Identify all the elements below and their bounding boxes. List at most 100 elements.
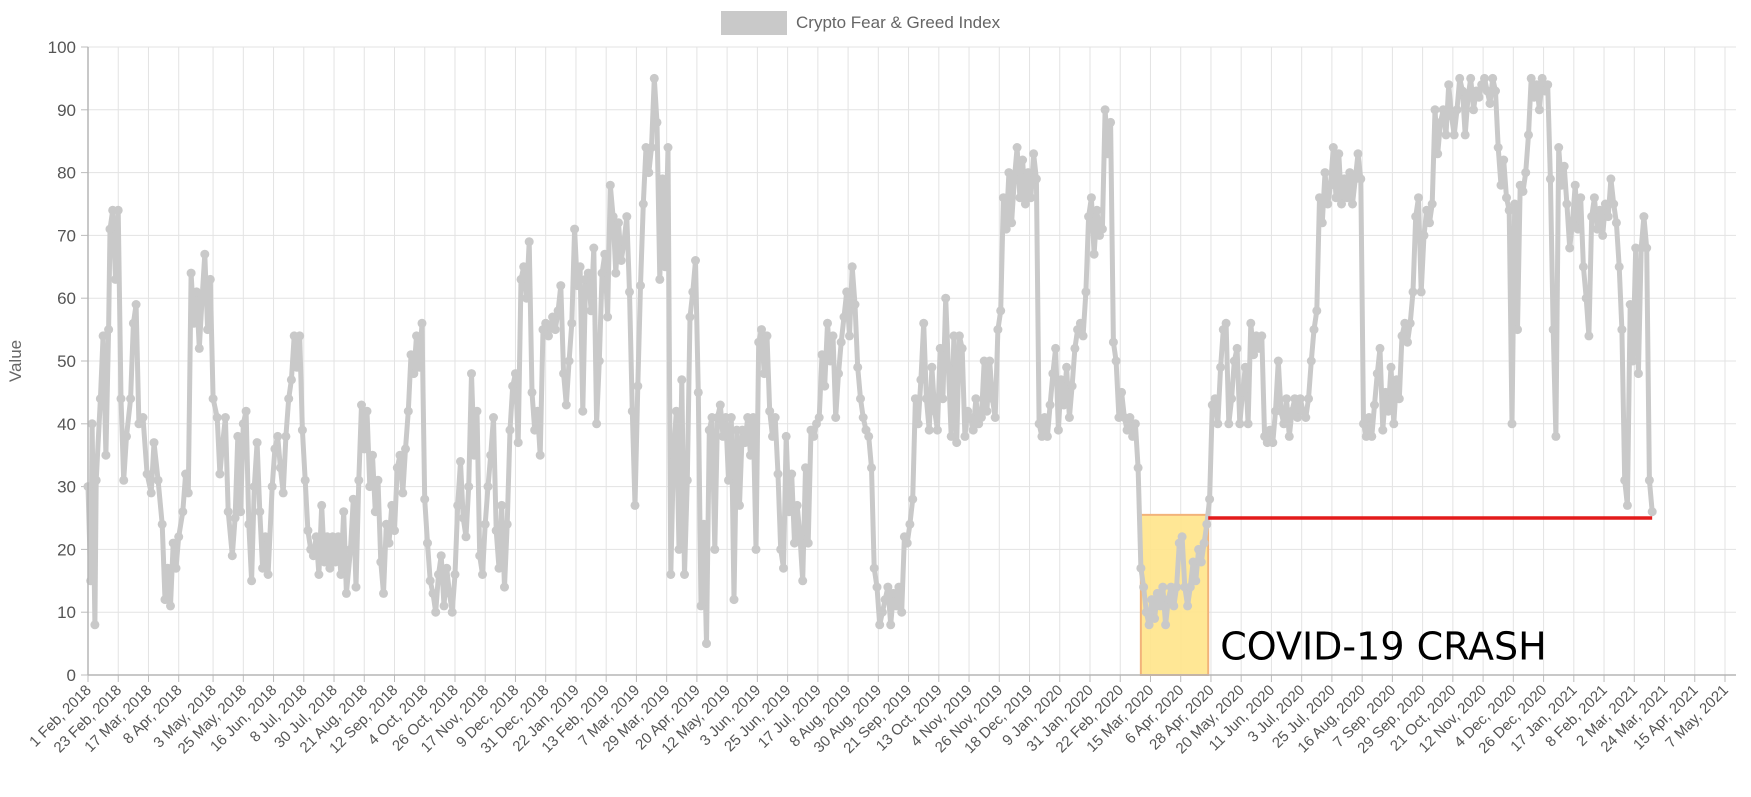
- data-point: [1642, 243, 1652, 253]
- data-point: [935, 343, 945, 353]
- data-point: [1158, 582, 1168, 592]
- data-point: [1444, 80, 1454, 90]
- data-point: [779, 563, 788, 573]
- data-point: [218, 438, 228, 448]
- data-point: [1397, 331, 1407, 341]
- data-point: [715, 400, 725, 410]
- data-point: [787, 469, 797, 479]
- y-tick-label: 70: [57, 226, 76, 245]
- data-point: [1169, 601, 1179, 611]
- data-point: [467, 369, 476, 379]
- y-tick-label: 50: [57, 352, 76, 371]
- data-point: [126, 394, 136, 404]
- data-point: [594, 356, 604, 366]
- data-point: [971, 394, 981, 404]
- data-point: [798, 576, 808, 586]
- data-point: [1348, 199, 1357, 209]
- data-point: [1309, 325, 1319, 335]
- data-point: [1199, 538, 1209, 548]
- data-point: [985, 356, 995, 366]
- data-point: [376, 557, 386, 567]
- data-point: [856, 394, 865, 404]
- data-point: [1556, 180, 1566, 190]
- data-point: [434, 570, 443, 579]
- data-point: [1466, 73, 1476, 83]
- data-point: [828, 331, 838, 341]
- data-point: [1216, 362, 1226, 372]
- data-point: [583, 268, 593, 278]
- data-point: [1042, 431, 1052, 441]
- data-point: [1480, 73, 1489, 83]
- data-point: [1117, 387, 1127, 397]
- data-point: [325, 563, 335, 573]
- data-point: [390, 526, 399, 536]
- legend-swatch: [721, 11, 787, 35]
- data-point: [530, 425, 540, 435]
- data-point: [1128, 431, 1138, 441]
- data-point: [513, 438, 523, 448]
- data-point: [456, 457, 465, 466]
- data-point: [704, 425, 714, 435]
- data-point: [1518, 186, 1528, 196]
- data-point: [976, 413, 986, 422]
- data-point: [647, 143, 656, 152]
- data-point: [1389, 419, 1399, 429]
- data-point: [864, 431, 874, 441]
- data-point: [809, 431, 819, 441]
- data-point: [1416, 287, 1426, 297]
- data-point: [1460, 130, 1470, 140]
- data-point: [589, 243, 599, 253]
- data-point: [699, 519, 709, 529]
- data-point: [1001, 224, 1011, 234]
- data-point: [480, 519, 490, 529]
- data-point: [1386, 362, 1396, 372]
- data-point: [1436, 117, 1445, 127]
- data-point: [611, 268, 621, 278]
- data-point: [414, 362, 424, 372]
- data-point: [702, 639, 711, 649]
- data-point: [527, 387, 537, 397]
- data-point: [1617, 325, 1627, 335]
- data-point: [431, 607, 441, 617]
- data-point: [1040, 413, 1050, 422]
- data-point: [1130, 419, 1140, 429]
- data-point: [406, 350, 416, 360]
- data-point: [194, 343, 204, 353]
- data-point: [227, 551, 237, 561]
- y-tick-label: 10: [57, 603, 76, 622]
- data-point: [87, 419, 97, 429]
- data-point: [297, 425, 307, 435]
- data-point: [1548, 325, 1558, 335]
- data-point: [387, 500, 397, 510]
- data-point: [308, 551, 318, 561]
- data-point: [872, 582, 882, 592]
- data-point: [965, 413, 975, 422]
- data-point: [1273, 356, 1283, 366]
- data-point: [260, 532, 270, 542]
- data-point: [688, 287, 698, 297]
- legend-label: Crypto Fear & Greed Index: [796, 13, 1001, 32]
- data-point: [1565, 243, 1575, 253]
- data-point: [790, 538, 799, 548]
- data-point: [674, 544, 684, 554]
- data-point: [655, 274, 665, 284]
- data-point: [1012, 143, 1022, 152]
- data-point: [746, 450, 755, 460]
- legend[interactable]: Crypto Fear & Greed Index: [721, 11, 1001, 35]
- data-point: [475, 551, 485, 561]
- data-point: [924, 425, 934, 435]
- data-point: [423, 538, 432, 548]
- data-point: [1342, 193, 1352, 203]
- data-point: [186, 268, 196, 278]
- data-point: [472, 406, 482, 416]
- data-point: [395, 450, 405, 460]
- data-point: [751, 544, 761, 554]
- data-point: [91, 475, 101, 485]
- data-point: [877, 607, 887, 617]
- data-point: [839, 312, 849, 322]
- data-point: [1367, 431, 1377, 441]
- data-point: [1573, 224, 1583, 234]
- data-point: [208, 394, 218, 404]
- data-point: [693, 387, 703, 397]
- y-tick-label: 20: [57, 540, 76, 559]
